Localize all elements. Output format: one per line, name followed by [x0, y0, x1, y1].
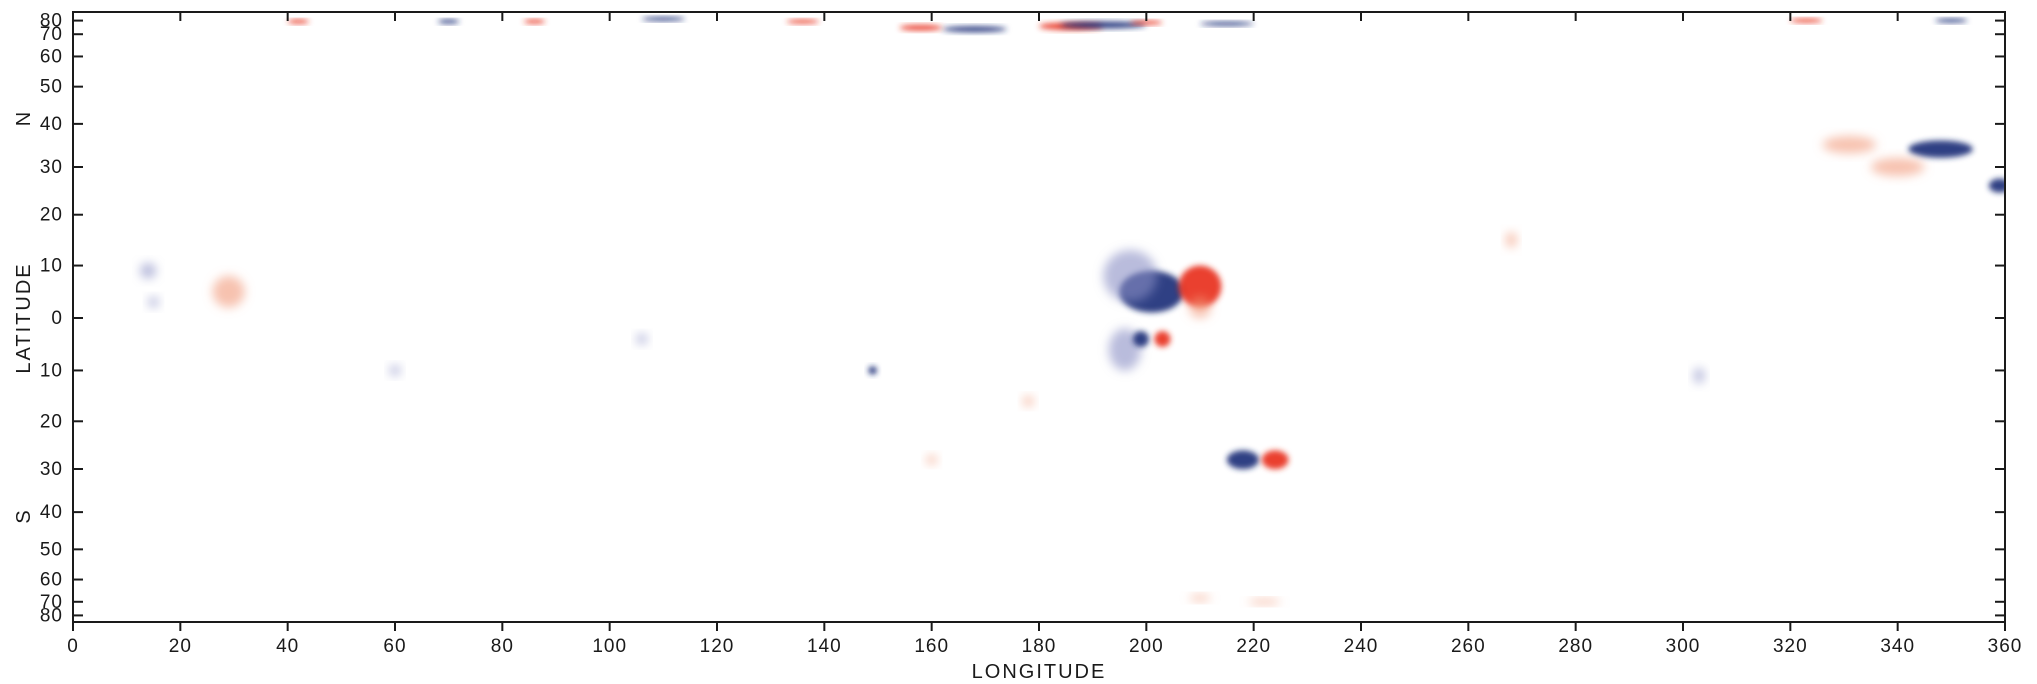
positive-polarity-region	[1189, 594, 1211, 602]
positive-polarity-region	[1022, 396, 1034, 407]
negative-polarity-region	[437, 19, 460, 24]
x-tick-label: 160	[914, 636, 949, 657]
x-tick-label: 80	[491, 636, 514, 657]
negative-polarity-region	[942, 26, 1007, 33]
negative-polarity-region	[868, 366, 877, 375]
negative-polarity-region	[1935, 18, 1968, 23]
positive-polarity-region	[1189, 296, 1211, 318]
negative-polarity-region	[1132, 331, 1150, 347]
y-tick-label: 60	[40, 570, 63, 591]
y-tick-label: 50	[40, 77, 63, 98]
positive-polarity-region	[287, 19, 310, 24]
y-tick-label: 30	[40, 459, 63, 480]
y-tick-label: 80	[40, 605, 63, 626]
x-tick-label: 260	[1451, 636, 1486, 657]
south-hemisphere-label: S	[13, 508, 35, 523]
positive-polarity-region	[926, 455, 938, 465]
negative-polarity-region	[636, 333, 648, 345]
y-tick-label: 20	[40, 205, 63, 226]
x-tick-label: 320	[1773, 636, 1808, 657]
x-tick-label: 280	[1558, 636, 1593, 657]
y-tick-label: 10	[40, 256, 63, 277]
positive-polarity-region	[1261, 450, 1289, 470]
x-tick-label: 40	[276, 636, 299, 657]
positive-polarity-region	[523, 19, 546, 24]
y-tick-label: 20	[40, 411, 63, 432]
y-tick-label: 40	[40, 114, 63, 135]
positive-polarity-region	[1790, 18, 1823, 23]
negative-polarity-region	[1103, 250, 1158, 302]
plot-area	[72, 11, 2006, 623]
plot-background	[73, 12, 2005, 622]
negative-polarity-region	[641, 16, 685, 21]
positive-polarity-region	[212, 275, 245, 308]
x-tick-label: 240	[1344, 636, 1379, 657]
y-tick-label: 0	[51, 308, 63, 329]
negative-polarity-region	[1908, 140, 1973, 158]
north-hemisphere-label: N	[13, 110, 35, 126]
negative-polarity-region	[1226, 450, 1260, 470]
negative-polarity-region	[1988, 178, 2005, 193]
negative-polarity-region	[1693, 367, 1705, 384]
positive-polarity-region	[1505, 232, 1517, 248]
x-tick-label: 360	[1988, 636, 2023, 657]
positive-polarity-region	[1248, 598, 1281, 605]
y-tick-label: 10	[40, 360, 63, 381]
y-tick-label: 60	[40, 46, 63, 67]
negative-polarity-region	[148, 296, 159, 308]
positive-polarity-region	[1130, 20, 1163, 25]
x-tick-label: 180	[1022, 636, 1057, 657]
positive-polarity-region	[1870, 157, 1925, 177]
y-tick-label: 30	[40, 157, 63, 178]
x-tick-label: 120	[700, 636, 735, 657]
negative-polarity-region	[1060, 21, 1147, 29]
x-tick-label: 0	[67, 636, 79, 657]
magnetic-regions	[140, 16, 2005, 605]
x-axis-title: LONGITUDE	[972, 661, 1107, 683]
y-tick-label: 50	[40, 539, 63, 560]
x-tick-label: 60	[383, 636, 406, 657]
y-tick-label: 40	[40, 502, 63, 523]
y-axis-title: LATITUDE	[13, 262, 35, 373]
negative-polarity-region	[1200, 21, 1254, 26]
x-axis: 0 20 40 60 80 100 120 140 160 180 200 220 240 260 280 3…	[67, 12, 2023, 657]
x-tick-label: 220	[1236, 636, 1271, 657]
x-tick-label: 200	[1129, 636, 1164, 657]
positive-polarity-region	[1154, 331, 1171, 347]
y-tick-label: 70	[40, 592, 63, 613]
negative-polarity-region	[140, 262, 157, 279]
y-tick-label: 70	[40, 24, 63, 45]
x-tick-label: 340	[1880, 636, 1915, 657]
positive-polarity-region	[786, 19, 819, 24]
x-tick-label: 140	[807, 636, 842, 657]
negative-polarity-region	[389, 365, 401, 376]
positive-polarity-region	[1822, 136, 1877, 154]
positive-polarity-region	[899, 24, 943, 31]
positive-polarity-region	[1178, 265, 1222, 308]
x-tick-label: 300	[1666, 636, 1701, 657]
x-tick-label: 100	[592, 636, 627, 657]
x-tick-label: 20	[169, 636, 192, 657]
y-tick-label: 80	[40, 11, 63, 32]
